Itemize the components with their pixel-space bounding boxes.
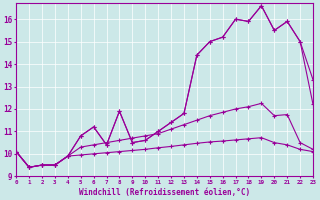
X-axis label: Windchill (Refroidissement éolien,°C): Windchill (Refroidissement éolien,°C) bbox=[79, 188, 250, 197]
